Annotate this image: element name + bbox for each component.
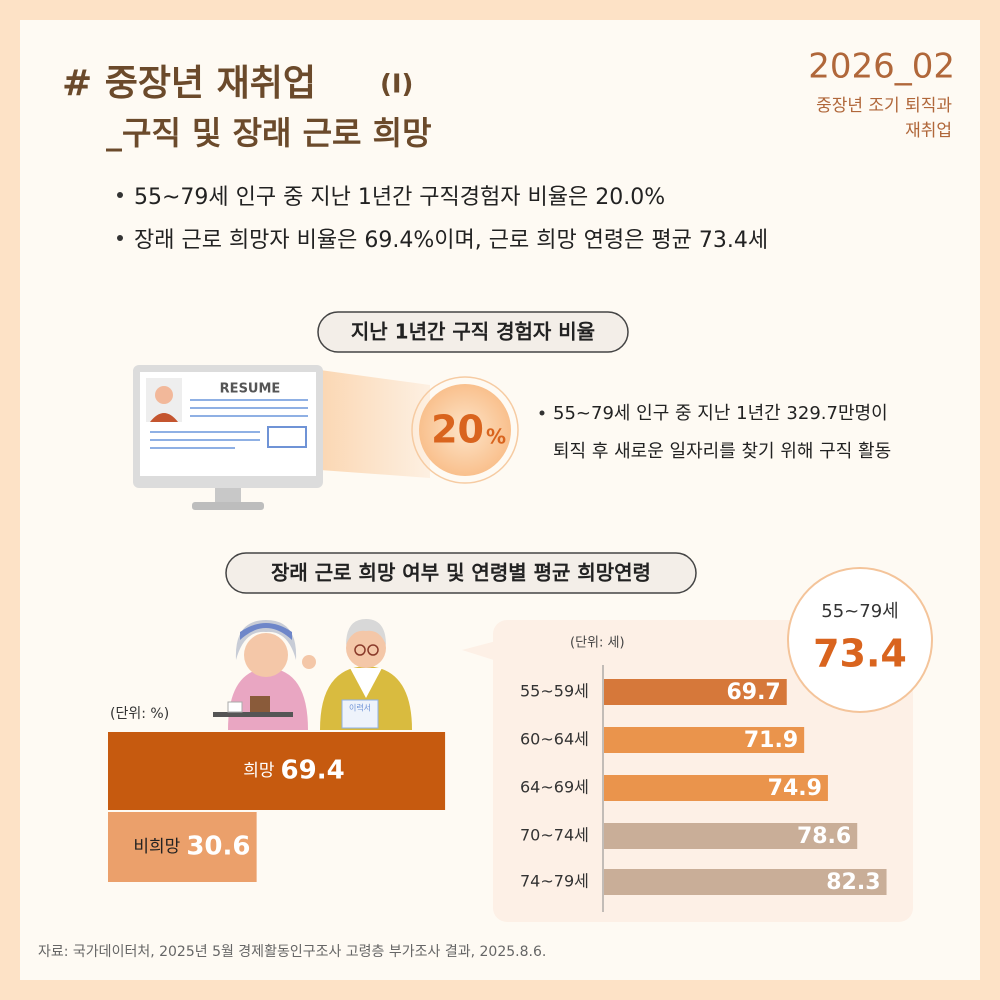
unit-label: (단위: 세) <box>570 636 625 651</box>
bar <box>604 869 887 895</box>
big-number: 20 <box>431 408 484 452</box>
note-line: 퇴직 후 새로운 일자리를 찾기 위해 구직 활동 <box>553 441 891 462</box>
charts: (단위: %) 희망 69.4 비희망 30.6 (단위: 세) 55~59세 69.7 60~… <box>108 636 887 912</box>
monitor <box>133 365 323 510</box>
category-label: 60~64세 <box>520 730 589 749</box>
category-label: 74~79세 <box>520 872 589 891</box>
bar <box>108 732 446 810</box>
title-suffix: (Ⅰ) <box>380 70 413 100</box>
beam <box>320 370 430 478</box>
bar-value: 69.4 <box>281 756 345 786</box>
bar-category: 희망 <box>243 761 275 781</box>
bar-value: 71.9 <box>744 728 798 753</box>
section-title: 지난 1년간 구직 경험자 비율 <box>351 320 595 344</box>
title: # 중장년 재취업 <box>62 63 316 104</box>
bullet: 장래 근로 희망자 비율은 69.4%이며, 근로 희망 연령은 평균 73.4… <box>134 228 768 253</box>
average-value: 73.4 <box>813 632 907 676</box>
bar-value: 69.7 <box>726 680 780 705</box>
bar-value: 30.6 <box>186 832 250 862</box>
bar-value: 82.3 <box>826 870 880 895</box>
tag-line: 재취업 <box>905 121 952 141</box>
section-pill <box>225 552 697 594</box>
average-label: 55~79세 <box>821 601 898 622</box>
bullet-dot <box>117 235 123 241</box>
bar <box>604 775 828 801</box>
category-label: 70~74세 <box>520 826 589 845</box>
bullet-dot <box>117 192 123 198</box>
badge-text: 이력서 <box>349 703 371 713</box>
bar <box>108 812 257 882</box>
bar <box>604 679 787 705</box>
section-pill <box>317 311 629 353</box>
category-label: 55~59세 <box>520 682 589 701</box>
bar <box>604 727 805 753</box>
unit-label: (단위: %) <box>110 706 169 722</box>
big-unit: % <box>486 425 506 449</box>
bullet-dot <box>539 410 545 416</box>
date: 2026_02 <box>808 47 955 87</box>
note-line: 55~79세 인구 중 지난 1년간 329.7만명이 <box>553 403 888 424</box>
bullet: 55~79세 인구 중 지난 1년간 구직경험자 비율은 20.0% <box>134 185 665 210</box>
tag-line: 중장년 조기 퇴직과 <box>816 96 952 116</box>
ring <box>411 376 519 484</box>
bar-category: 비희망 <box>133 837 180 857</box>
people-illustration <box>213 619 412 730</box>
bar <box>604 823 858 849</box>
bar-value: 74.9 <box>768 776 822 801</box>
subtitle: _구직 및 장래 근로 희망 <box>106 114 432 152</box>
panel-pointer <box>462 640 500 662</box>
category-label: 64~69세 <box>520 778 589 797</box>
average-bubble <box>787 567 933 713</box>
resume-label: RESUME <box>220 382 281 397</box>
bar-value: 78.6 <box>797 824 851 849</box>
circle <box>419 384 511 476</box>
source: 자료: 국가데이터처, 2025년 5월 경제활동인구조사 고령층 부가조사 결… <box>38 944 546 960</box>
section-title: 장래 근로 희망 여부 및 연령별 평균 희망연령 <box>271 561 651 585</box>
